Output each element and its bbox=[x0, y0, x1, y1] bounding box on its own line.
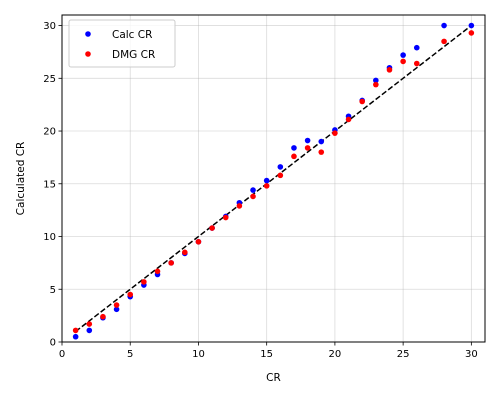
point-calc-cr-26 bbox=[441, 22, 447, 29]
point-calc-cr-27 bbox=[468, 22, 475, 29]
point-dmg-cr-18 bbox=[318, 149, 325, 155]
legend-marker-calc-cr bbox=[85, 31, 91, 37]
y-tick-label-5: 5 bbox=[50, 285, 56, 296]
point-calc-cr-24 bbox=[400, 52, 406, 58]
x-tick-label-5: 5 bbox=[127, 349, 133, 360]
x-tick-label-20: 20 bbox=[329, 349, 342, 360]
x-tick-label-0: 0 bbox=[59, 349, 65, 360]
y-tick-label-10: 10 bbox=[43, 232, 56, 243]
y-tick-label-15: 15 bbox=[43, 179, 56, 190]
point-dmg-cr-3 bbox=[113, 302, 120, 308]
point-dmg-cr-27 bbox=[468, 30, 475, 36]
legend-label-calc-cr: Calc CR bbox=[112, 29, 152, 41]
point-dmg-cr-20 bbox=[345, 116, 352, 123]
point-calc-cr-3 bbox=[113, 306, 120, 313]
y-tick-label-0: 0 bbox=[50, 338, 56, 349]
legend-label-dmg-cr: DMG CR bbox=[112, 49, 155, 61]
point-dmg-cr-21 bbox=[359, 98, 365, 105]
point-calc-cr-15 bbox=[277, 164, 284, 170]
point-dmg-cr-4 bbox=[127, 291, 134, 298]
x-tick-label-15: 15 bbox=[260, 349, 273, 360]
point-dmg-cr-12 bbox=[236, 203, 243, 209]
point-dmg-cr-22 bbox=[373, 81, 379, 88]
axis-ticks: 0 5 10 15 20 25 30 0 5 10 15 20 25 30 bbox=[43, 21, 477, 360]
point-dmg-cr-1 bbox=[86, 321, 93, 327]
point-dmg-cr-25 bbox=[413, 60, 420, 67]
point-dmg-cr-6 bbox=[154, 268, 161, 275]
point-dmg-cr-24 bbox=[400, 58, 406, 65]
point-calc-cr-22 bbox=[373, 77, 379, 84]
point-dmg-cr-2 bbox=[100, 313, 106, 320]
point-calc-cr-1 bbox=[86, 327, 93, 334]
y-tick-label-25: 25 bbox=[43, 74, 56, 85]
point-calc-cr-0 bbox=[72, 333, 79, 340]
point-dmg-cr-9 bbox=[195, 238, 202, 245]
data-points bbox=[72, 22, 475, 340]
y-tick-label-30: 30 bbox=[43, 21, 56, 32]
x-tick-label-10: 10 bbox=[192, 349, 205, 360]
x-tick-label-25: 25 bbox=[397, 349, 410, 360]
point-dmg-cr-11 bbox=[222, 214, 229, 221]
plot-area-frame bbox=[61, 14, 486, 343]
point-calc-cr-18 bbox=[318, 138, 325, 145]
point-dmg-cr-8 bbox=[182, 249, 188, 256]
point-dmg-cr-7 bbox=[168, 260, 174, 266]
point-dmg-cr-23 bbox=[386, 67, 393, 73]
point-calc-cr-14 bbox=[263, 177, 270, 184]
x-tick-label-30: 30 bbox=[465, 349, 478, 360]
legend: Calc CR DMG CR bbox=[68, 19, 176, 68]
point-dmg-cr-16 bbox=[291, 153, 297, 160]
point-dmg-cr-5 bbox=[141, 279, 147, 285]
point-dmg-cr-15 bbox=[277, 172, 284, 179]
legend-box bbox=[68, 19, 176, 68]
point-dmg-cr-19 bbox=[332, 130, 338, 136]
x-axis-label: CR bbox=[266, 372, 281, 384]
point-calc-cr-16 bbox=[291, 145, 297, 151]
legend-marker-dmg-cr bbox=[85, 51, 91, 57]
point-dmg-cr-26 bbox=[441, 38, 447, 45]
point-dmg-cr-17 bbox=[304, 145, 311, 151]
point-calc-cr-25 bbox=[413, 44, 420, 51]
point-calc-cr-13 bbox=[250, 187, 256, 193]
point-calc-cr-17 bbox=[304, 137, 311, 144]
y-tick-label-20: 20 bbox=[43, 127, 56, 138]
point-dmg-cr-0 bbox=[72, 327, 79, 334]
y-axis-label: Calculated CR bbox=[15, 142, 27, 216]
point-dmg-cr-10 bbox=[209, 225, 215, 231]
point-dmg-cr-13 bbox=[250, 193, 256, 200]
point-dmg-cr-14 bbox=[263, 183, 270, 189]
